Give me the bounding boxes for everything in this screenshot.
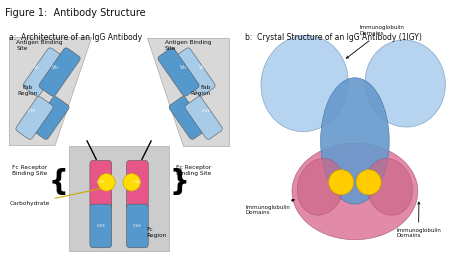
Text: Fc Receptor
Binding Site: Fc Receptor Binding Site [176,165,211,176]
Text: }: } [169,168,189,196]
Ellipse shape [366,158,412,215]
Text: $C_H2$: $C_H2$ [96,179,106,186]
Text: Antigen Binding
Site: Antigen Binding Site [165,40,211,51]
Text: Immunoglobulin
Domains: Immunoglobulin Domains [346,26,404,58]
Text: Fab
Region: Fab Region [191,85,210,96]
FancyBboxPatch shape [90,204,112,248]
FancyBboxPatch shape [127,204,148,248]
Polygon shape [146,38,229,146]
Text: $C_H1$: $C_H1$ [201,107,211,115]
Text: Fc Receptor
Binding Site: Fc Receptor Binding Site [11,165,47,176]
FancyBboxPatch shape [127,161,148,209]
FancyBboxPatch shape [90,161,112,209]
Circle shape [328,170,354,195]
Ellipse shape [297,158,344,215]
FancyBboxPatch shape [16,97,53,139]
FancyBboxPatch shape [39,48,80,96]
Text: Immunoglobulin
Domains: Immunoglobulin Domains [245,199,294,215]
Text: a:  Architecture of an IgG Antibody: a: Architecture of an IgG Antibody [9,33,143,42]
Text: Figure 1:  Antibody Structure: Figure 1: Antibody Structure [5,8,146,18]
Ellipse shape [261,35,348,132]
Text: $V_H$: $V_H$ [179,63,187,72]
Text: $V_L$: $V_L$ [33,63,40,72]
Ellipse shape [320,78,389,204]
Circle shape [98,174,115,191]
Text: $C_H3$: $C_H3$ [132,222,142,230]
Polygon shape [9,38,91,146]
Text: Antigen Binding
Site: Antigen Binding Site [16,40,63,51]
FancyBboxPatch shape [23,48,64,96]
Circle shape [356,170,381,195]
Text: {: { [49,168,69,196]
Text: b:  Crystal Structure of an IgG Antibody (1IGY): b: Crystal Structure of an IgG Antibody … [245,33,422,42]
Text: Fab
Region: Fab Region [18,85,38,96]
FancyBboxPatch shape [169,97,206,139]
Text: $C_H2$: $C_H2$ [132,179,142,186]
FancyBboxPatch shape [32,97,69,139]
FancyBboxPatch shape [158,48,199,96]
Ellipse shape [292,143,418,240]
Text: $C_H1$: $C_H1$ [27,107,37,115]
Text: $C_H3$: $C_H3$ [96,222,106,230]
Ellipse shape [365,40,446,127]
Circle shape [123,174,140,191]
Text: Carbohydrate: Carbohydrate [9,187,105,206]
Text: $V_L$: $V_L$ [198,63,205,72]
Text: $V_H$: $V_H$ [51,63,59,72]
Text: Immunoglobulin
Domains: Immunoglobulin Domains [396,202,441,238]
FancyBboxPatch shape [69,146,169,251]
FancyBboxPatch shape [174,48,215,96]
FancyBboxPatch shape [185,97,222,139]
Text: Fc
Region: Fc Region [146,227,167,238]
